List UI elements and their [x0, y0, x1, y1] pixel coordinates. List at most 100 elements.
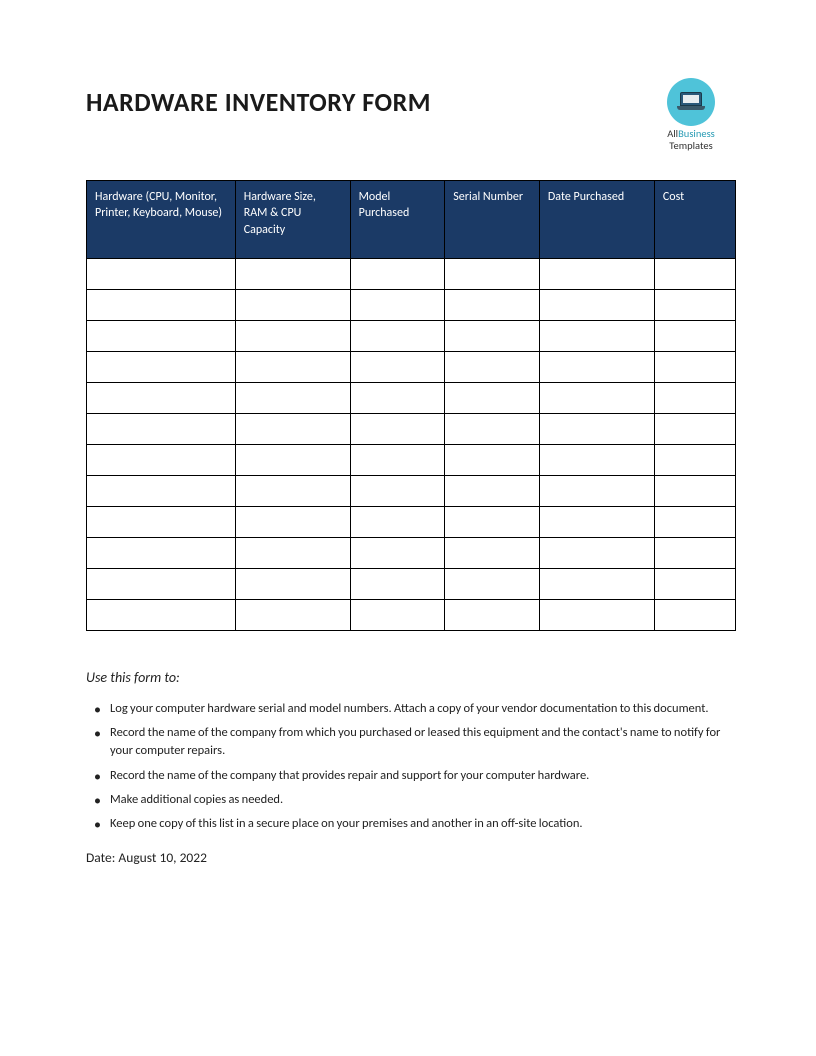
table-cell: [350, 259, 445, 290]
instruction-item: Make additional copies as needed.: [90, 791, 736, 809]
table-cell: [654, 321, 735, 352]
table-row: [87, 414, 736, 445]
col-header-hardware: Hardware (CPU, Monitor, Printer, Keyboar…: [87, 181, 236, 259]
table-cell: [445, 538, 540, 569]
table-cell: [235, 538, 350, 569]
logo-text-business: Business: [678, 127, 715, 140]
table-cell: [445, 321, 540, 352]
table-cell: [445, 507, 540, 538]
header-row: HARDWARE INVENTORY FORM AllBusiness Temp…: [86, 78, 736, 152]
table-cell: [235, 321, 350, 352]
table-cell: [445, 383, 540, 414]
table-cell: [539, 290, 654, 321]
table-cell: [539, 321, 654, 352]
date-line: Date: August 10, 2022: [86, 849, 736, 866]
table-cell: [445, 414, 540, 445]
instruction-item: Record the name of the company from whic…: [90, 724, 736, 760]
table-row: [87, 290, 736, 321]
table-cell: [654, 445, 735, 476]
table-cell: [87, 538, 236, 569]
table-cell: [87, 445, 236, 476]
table-cell: [87, 321, 236, 352]
table-cell: [350, 507, 445, 538]
page-title: HARDWARE INVENTORY FORM: [86, 78, 431, 118]
table-cell: [654, 352, 735, 383]
table-cell: [87, 600, 236, 631]
table-row: [87, 538, 736, 569]
table-cell: [235, 600, 350, 631]
table-cell: [350, 352, 445, 383]
table-cell: [235, 569, 350, 600]
table-row: [87, 600, 736, 631]
table-cell: [539, 259, 654, 290]
table-cell: [350, 321, 445, 352]
table-cell: [87, 507, 236, 538]
table-cell: [87, 383, 236, 414]
table-cell: [235, 476, 350, 507]
table-cell: [87, 290, 236, 321]
logo-text-all: All: [667, 127, 678, 140]
table-cell: [445, 352, 540, 383]
table-cell: [539, 538, 654, 569]
instructions-heading: Use this form to:: [86, 669, 736, 686]
table-cell: [539, 414, 654, 445]
table-cell: [539, 476, 654, 507]
table-cell: [445, 259, 540, 290]
table-cell: [235, 290, 350, 321]
table-cell: [539, 352, 654, 383]
table-cell: [235, 259, 350, 290]
table-cell: [87, 569, 236, 600]
table-cell: [539, 445, 654, 476]
table-cell: [87, 352, 236, 383]
date-label: Date:: [86, 849, 115, 866]
table-cell: [654, 383, 735, 414]
instruction-item: Log your computer hardware serial and mo…: [90, 700, 736, 718]
table-cell: [87, 259, 236, 290]
table-cell: [539, 383, 654, 414]
table-cell: [654, 290, 735, 321]
table-row: [87, 321, 736, 352]
instruction-item: Record the name of the company that prov…: [90, 767, 736, 785]
col-header-model: Model Purchased: [350, 181, 445, 259]
table-cell: [445, 569, 540, 600]
table-body: [87, 259, 736, 631]
document-page: HARDWARE INVENTORY FORM AllBusiness Temp…: [0, 0, 816, 926]
col-header-date: Date Purchased: [539, 181, 654, 259]
table-cell: [654, 476, 735, 507]
col-header-serial: Serial Number: [445, 181, 540, 259]
table-cell: [350, 569, 445, 600]
table-cell: [235, 352, 350, 383]
table-row: [87, 445, 736, 476]
table-cell: [445, 445, 540, 476]
table-row: [87, 383, 736, 414]
table-cell: [539, 600, 654, 631]
table-cell: [350, 600, 445, 631]
table-cell: [539, 569, 654, 600]
table-cell: [445, 476, 540, 507]
date-value: August 10, 2022: [118, 849, 207, 866]
table-row: [87, 259, 736, 290]
table-cell: [654, 259, 735, 290]
table-cell: [350, 445, 445, 476]
table-cell: [350, 414, 445, 445]
instructions-list: Log your computer hardware serial and mo…: [86, 700, 736, 833]
col-header-size: Hardware Size, RAM & CPU Capacity: [235, 181, 350, 259]
table-cell: [235, 414, 350, 445]
table-cell: [654, 538, 735, 569]
table-row: [87, 507, 736, 538]
logo-text-templates: Templates: [669, 139, 712, 152]
table-cell: [654, 569, 735, 600]
brand-logo: AllBusiness Templates: [646, 78, 736, 152]
table-cell: [539, 507, 654, 538]
instructions-section: Use this form to: Log your computer hard…: [86, 669, 736, 866]
logo-text: AllBusiness Templates: [646, 128, 736, 152]
table-cell: [235, 445, 350, 476]
table-cell: [235, 507, 350, 538]
col-header-cost: Cost: [654, 181, 735, 259]
table-cell: [654, 600, 735, 631]
table-cell: [350, 383, 445, 414]
table-cell: [350, 538, 445, 569]
laptop-icon: [677, 92, 705, 112]
table-cell: [445, 290, 540, 321]
table-cell: [350, 476, 445, 507]
